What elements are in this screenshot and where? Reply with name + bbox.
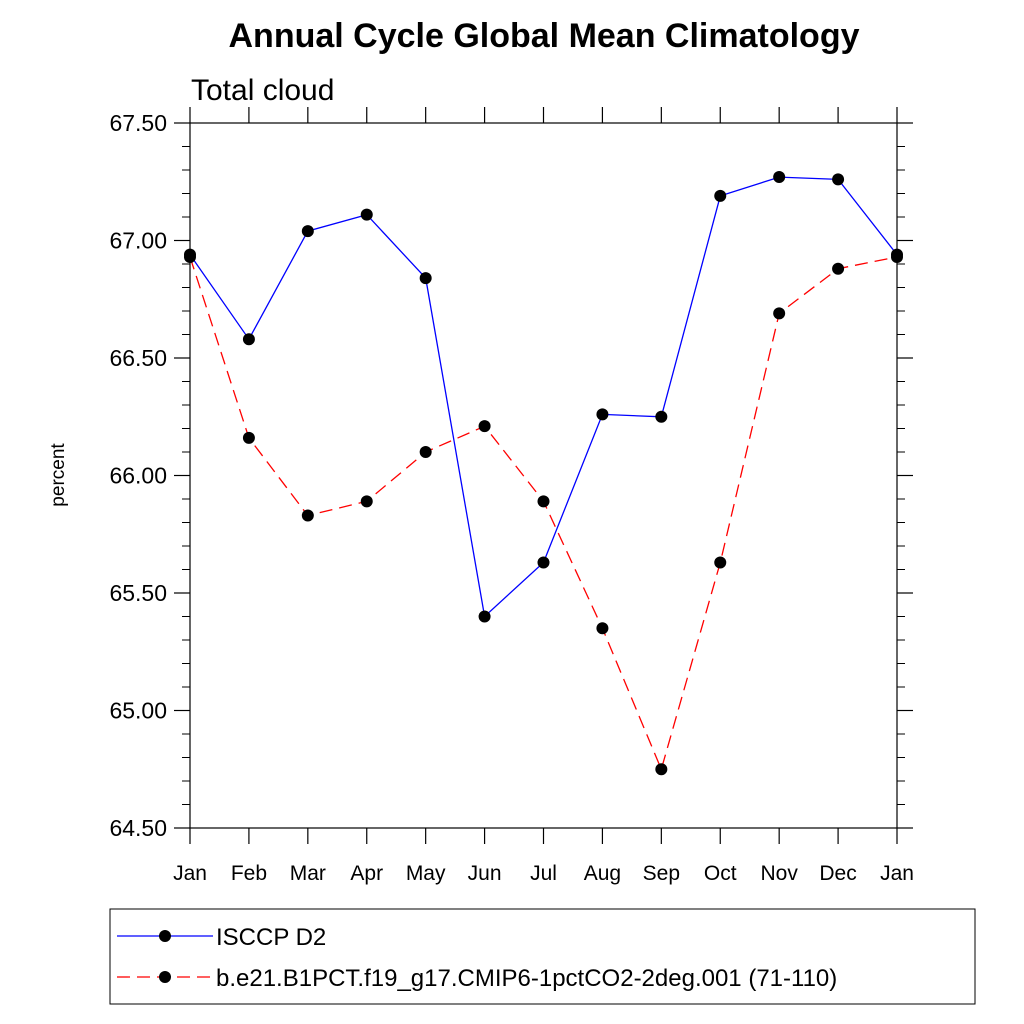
data-point [360, 208, 373, 221]
y-axis-label: percent [48, 443, 69, 507]
data-point [242, 431, 255, 444]
legend: ISCCP D2 b.e21.B1PCT.f19_g17.CMIP6-1pctCO… [117, 924, 837, 992]
x-tick-label: Apr [350, 862, 383, 885]
legend-marker [159, 971, 171, 983]
x-tick-label: Dec [819, 862, 856, 885]
data-point [478, 610, 491, 623]
legend-label: b.e21.B1PCT.f19_g17.CMIP6-1pctCO2-2deg.0… [216, 965, 837, 992]
series-layer [184, 171, 903, 776]
y-tick-label: 65.00 [109, 698, 167, 724]
chart-title: Annual Cycle Global Mean Climatology [229, 17, 860, 55]
series-line [189, 256, 898, 772]
legend-label: ISCCP D2 [216, 924, 326, 951]
data-point [419, 272, 432, 285]
data-point [773, 171, 786, 184]
y-tick-label: 67.50 [109, 110, 167, 136]
series-line [189, 176, 898, 618]
data-point [419, 446, 432, 458]
y-tick-label: 65.50 [109, 580, 167, 606]
data-point [301, 225, 314, 238]
legend-item-1: ISCCP D2 [117, 924, 326, 951]
data-point [655, 410, 668, 423]
data-point [537, 556, 550, 569]
data-point [360, 495, 373, 508]
x-tick-label: Mar [290, 862, 326, 885]
x-tick-label: Nov [760, 862, 798, 885]
series-2 [184, 250, 903, 776]
data-point [714, 189, 727, 202]
y-tick-label: 67.00 [109, 228, 167, 254]
x-tick-label: May [406, 862, 446, 885]
legend-box [109, 908, 976, 1005]
x-tick-label: Jun [468, 862, 502, 885]
plot-frame [189, 122, 898, 829]
data-point [832, 262, 845, 275]
data-point [478, 420, 491, 433]
chart-subtitle: Total cloud [191, 74, 334, 107]
y-tick-label: 66.00 [109, 463, 167, 489]
data-point [773, 307, 786, 320]
legend-marker [159, 930, 171, 942]
data-point [242, 333, 255, 346]
x-tick-label: Jul [530, 862, 557, 885]
data-point [184, 250, 196, 263]
axis-ticks: 64.50 65.00 65.50 66.00 66.50 67.00 67.50 Jan Fe… [109, 107, 914, 885]
y-tick-label: 64.50 [109, 815, 167, 841]
data-point [596, 622, 609, 635]
x-tick-label: Feb [231, 862, 267, 885]
y-tick-label: 66.50 [109, 345, 167, 371]
data-point [301, 509, 314, 522]
x-tick-label: Sep [643, 862, 680, 885]
data-point [714, 556, 727, 569]
x-tick-label: Aug [584, 862, 621, 885]
x-tick-label: Jan [880, 862, 914, 885]
series-1 [184, 171, 903, 623]
x-tick-label: Oct [704, 862, 737, 885]
data-point [832, 173, 845, 186]
data-point [891, 250, 903, 263]
legend-item-2: b.e21.B1PCT.f19_g17.CMIP6-1pctCO2-2deg.0… [117, 965, 837, 992]
data-point [655, 763, 668, 776]
data-point [596, 408, 609, 421]
data-point [537, 495, 550, 508]
x-tick-label: Jan [173, 862, 207, 885]
